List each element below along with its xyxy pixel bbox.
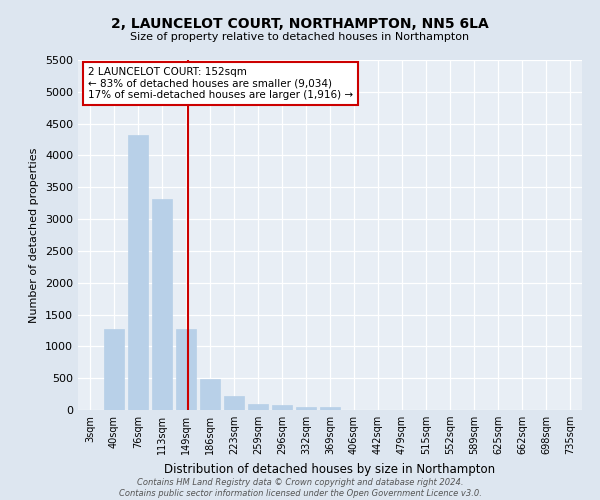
Bar	[104, 329, 124, 410]
Bar	[296, 406, 316, 410]
Bar	[224, 396, 244, 410]
Text: 2 LAUNCELOT COURT: 152sqm
← 83% of detached houses are smaller (9,034)
17% of se: 2 LAUNCELOT COURT: 152sqm ← 83% of detac…	[88, 67, 353, 100]
Y-axis label: Number of detached properties: Number of detached properties	[29, 148, 40, 322]
Bar	[272, 405, 292, 410]
X-axis label: Distribution of detached houses by size in Northampton: Distribution of detached houses by size …	[164, 462, 496, 475]
Bar	[176, 328, 196, 410]
Text: Size of property relative to detached houses in Northampton: Size of property relative to detached ho…	[130, 32, 470, 42]
Text: 2, LAUNCELOT COURT, NORTHAMPTON, NN5 6LA: 2, LAUNCELOT COURT, NORTHAMPTON, NN5 6LA	[111, 18, 489, 32]
Text: Contains HM Land Registry data © Crown copyright and database right 2024.
Contai: Contains HM Land Registry data © Crown c…	[119, 478, 481, 498]
Bar	[320, 407, 340, 410]
Bar	[152, 200, 172, 410]
Bar	[248, 404, 268, 410]
Bar	[200, 379, 220, 410]
Bar	[128, 135, 148, 410]
